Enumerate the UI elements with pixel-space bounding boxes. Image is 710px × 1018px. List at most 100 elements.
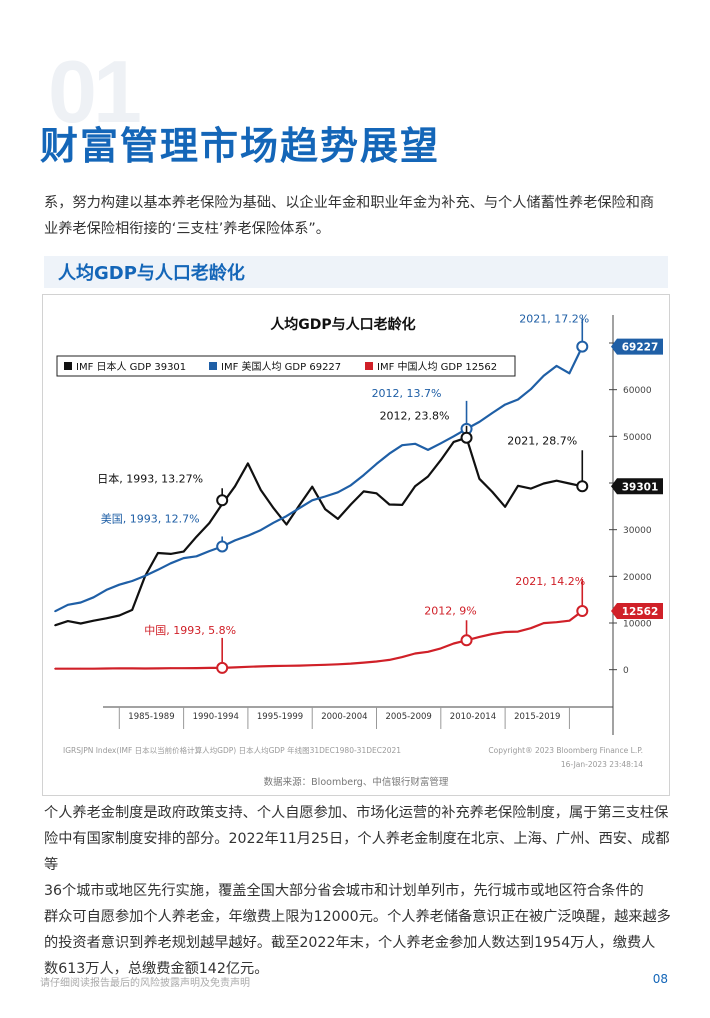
y-tick-label: 60000 — [623, 386, 652, 396]
end-value-tag-japan — [611, 478, 663, 495]
data-point-us — [517, 398, 519, 401]
data-point-japan — [285, 523, 288, 526]
body-line: 的投资者意识到养老规划越早越好。截至2022年末，个人养老金参加人数达到1954… — [44, 935, 656, 951]
data-point-japan — [54, 624, 56, 627]
data-point-china — [195, 667, 198, 669]
data-point-china — [118, 667, 121, 670]
annotation-label: 2021, 28.7% — [507, 434, 577, 447]
data-point-china — [401, 656, 404, 658]
data-point-japan — [349, 503, 352, 506]
data-point-china — [169, 667, 172, 670]
end-value-tags: 39301 69227 12562 — [611, 338, 663, 620]
data-point-japan — [105, 617, 108, 620]
data-point-japan — [195, 535, 198, 538]
end-value-label-japan: 39301 — [622, 481, 659, 493]
data-point-us — [285, 515, 288, 517]
data-point-us — [530, 388, 532, 390]
chart-timestamp: 16-Jan-2023 23:48:14 — [561, 760, 643, 769]
x-tick-label: 1995-1999 — [257, 712, 303, 722]
data-point-china — [157, 667, 159, 670]
data-point-china — [259, 665, 262, 668]
legend-swatch-us — [209, 362, 217, 370]
data-point-us — [452, 435, 455, 438]
data-point-japan — [414, 485, 416, 488]
data-point-china — [568, 619, 571, 622]
annotation-label: 2012, 9% — [424, 604, 476, 617]
annotation-marker — [576, 480, 589, 493]
data-point-japan — [169, 553, 172, 555]
annotation-label: 2021, 14.2% — [515, 575, 585, 588]
data-point-us — [54, 610, 56, 613]
data-point-us — [298, 507, 301, 509]
chart-data-source: 数据来源：Bloomberg、中信银行财富管理 — [264, 776, 449, 788]
data-point-us — [92, 596, 95, 599]
body-line: 险中有国家制度安排的部分。2022年11月25日，个人养老金制度在北京、上海、广… — [44, 831, 670, 873]
data-point-us — [67, 604, 69, 606]
annotation-marker — [216, 494, 229, 507]
data-point-us — [555, 365, 558, 367]
data-point-japan — [298, 504, 301, 507]
data-point-china — [234, 666, 236, 669]
intro-line: 系，努力构建以基本养老保险为基础、以企业年金和职业年金为补充、与个人储蓄性养老保… — [44, 195, 655, 211]
data-point-japan — [517, 485, 519, 487]
annotation-label: 中国, 1993, 5.8% — [144, 624, 236, 637]
data-point-china — [105, 667, 108, 670]
data-point-us — [375, 463, 378, 465]
section-number: 01 — [48, 42, 142, 141]
chart-panel: 人均GDP与人口老龄化 IMF 日本人 GDP 39301 IMF 美国人均 G… — [42, 294, 670, 796]
data-point-us — [182, 557, 185, 559]
chart-source-line: IGRSJPN Index(IMF 日本以当前价格计算人均GDP) 日本人均GD… — [63, 745, 401, 755]
x-axis-ticks: 1985-1989 1990-1994 1995-1999 2000-2004 2005… — [118, 707, 570, 729]
y-tick-label: 50000 — [623, 433, 652, 443]
data-point-japan — [247, 462, 249, 465]
data-point-us — [234, 539, 236, 542]
data-point-china — [491, 633, 494, 635]
data-point-us — [311, 499, 314, 502]
data-point-us — [157, 569, 159, 571]
data-point-china — [311, 664, 314, 666]
data-point-us — [208, 550, 211, 552]
body-line: 个人养老金制度是政府政策支持、个人自愿参加、市场化运营的补充养老保险制度，属于第… — [44, 805, 669, 821]
data-point-us — [388, 452, 391, 455]
data-point-us — [414, 443, 416, 445]
data-point-china — [298, 664, 301, 667]
data-point-japan — [67, 620, 69, 622]
data-point-us — [491, 412, 494, 414]
data-point-china — [79, 667, 82, 670]
data-point-china — [67, 667, 69, 670]
legend-label-us: IMF 美国人均 GDP 69227 — [221, 360, 341, 373]
data-point-us — [272, 521, 275, 524]
end-value-label-china: 12562 — [622, 606, 659, 618]
data-point-japan — [234, 485, 236, 488]
body-line: 36个城市或地区先行实施，覆盖全国大部分省会城市和计划单列市，先行城市或地区符合… — [44, 883, 644, 899]
data-point-us — [542, 374, 545, 377]
data-point-china — [504, 631, 506, 633]
data-point-us — [440, 442, 442, 445]
x-tick-label: 2010-2014 — [450, 712, 496, 722]
legend-label-japan: IMF 日本人 GDP 39301 — [76, 360, 186, 373]
intro-paragraph: 系，努力构建以基本养老保险为基础、以企业年金和职业年金为补充、与个人储蓄性养老保… — [44, 190, 674, 242]
data-point-china — [388, 659, 391, 661]
gdp-line-chart: 人均GDP与人口老龄化 IMF 日本人 GDP 39301 IMF 美国人均 G… — [54, 313, 663, 788]
data-point-china — [375, 660, 378, 663]
annotation-marker — [576, 605, 589, 618]
annotation-marker — [460, 431, 473, 444]
data-point-japan — [208, 522, 211, 524]
data-point-japan — [79, 622, 82, 625]
x-tick-label: 2015-2019 — [514, 712, 560, 722]
chart-copyright: Copyright® 2023 Bloomberg Finance L.P. — [488, 746, 643, 755]
annotation-label: 2012, 23.8% — [380, 410, 450, 423]
data-point-japan — [182, 550, 185, 553]
disclaimer-note: 请仔细阅读报告最后的风险披露声明及免责声明 — [40, 978, 250, 989]
chart-legend: IMF 日本人 GDP 39301 IMF 美国人均 GDP 69227 IMF… — [56, 355, 516, 377]
data-point-china — [285, 664, 288, 667]
data-point-japan — [427, 475, 429, 478]
data-point-us — [79, 601, 82, 604]
data-point-us — [247, 534, 249, 537]
data-point-japan — [259, 489, 262, 491]
data-point-japan — [440, 459, 442, 461]
annotation-marker — [216, 661, 229, 674]
data-point-japan — [337, 518, 339, 520]
data-point-us — [131, 580, 133, 582]
data-point-japan — [388, 503, 391, 506]
